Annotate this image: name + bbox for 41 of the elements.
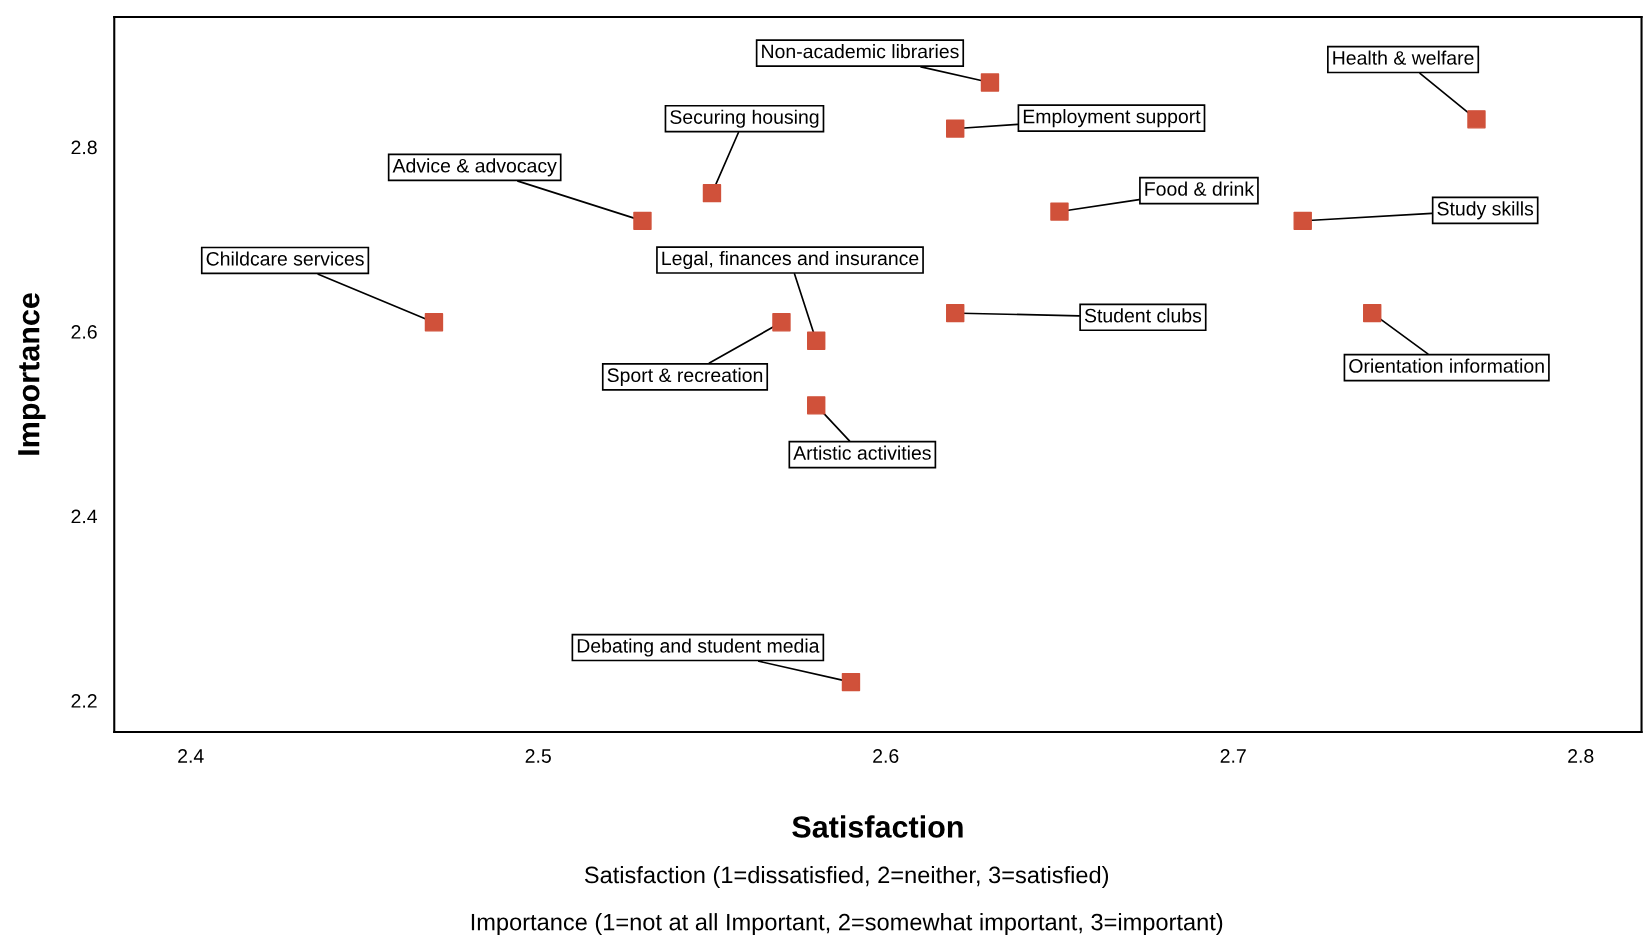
y-tick-label: 2.2: [71, 694, 97, 708]
point: [772, 313, 791, 332]
point: [841, 672, 861, 692]
point: [702, 183, 722, 203]
annotation: Securing housing: [670, 109, 819, 128]
point: [424, 313, 444, 332]
point: [946, 119, 965, 138]
annotation: Health & welfare: [1333, 50, 1474, 65]
annotation: Legal, finances and insurance: [662, 250, 919, 270]
point: [1363, 303, 1382, 323]
point: [1050, 202, 1069, 221]
point: [980, 73, 1000, 92]
annotation: Sport & recreation: [607, 367, 763, 386]
x-tick-label: 2.7: [1220, 749, 1246, 763]
point: [807, 331, 826, 350]
x-tick-label: 2.4: [178, 749, 204, 763]
annotation: Childcare services: [206, 251, 364, 266]
annotation: Debating and student media: [577, 638, 820, 657]
y-axis-title: Importance: [18, 293, 46, 455]
x-tick-label: 2.6: [873, 749, 899, 763]
annotation: Orientation information: [1349, 358, 1544, 373]
annotation: Artistic activities: [793, 445, 931, 460]
x-tick-label: 2.5: [525, 749, 551, 763]
y-tick-label: 2.8: [71, 140, 97, 155]
point: [633, 211, 652, 231]
y-tick-label: 2.4: [71, 509, 98, 524]
point: [807, 396, 826, 415]
annotation: Food & drink: [1145, 181, 1255, 196]
text: Importance (1=not at all Important, 2=somewhat important, 3=important): [471, 913, 1223, 936]
annotation: Employment support: [1023, 109, 1201, 128]
annotation: Non-academic libraries: [762, 44, 959, 59]
point: [946, 303, 965, 323]
annotation: Student clubs: [1084, 308, 1202, 323]
annotation: Study skills: [1437, 201, 1534, 220]
point: [1293, 211, 1312, 231]
x-tick-label: 2.8: [1568, 749, 1594, 763]
annotation: Advice & advocacy: [392, 158, 557, 177]
x-axis-title: Satisfaction: [792, 815, 963, 838]
point: [1467, 110, 1486, 129]
y-tick-label: 2.6: [71, 325, 97, 339]
text: Satisfaction (1=dissatisfied, 2=neither, 3=satisfied): [584, 866, 1109, 888]
